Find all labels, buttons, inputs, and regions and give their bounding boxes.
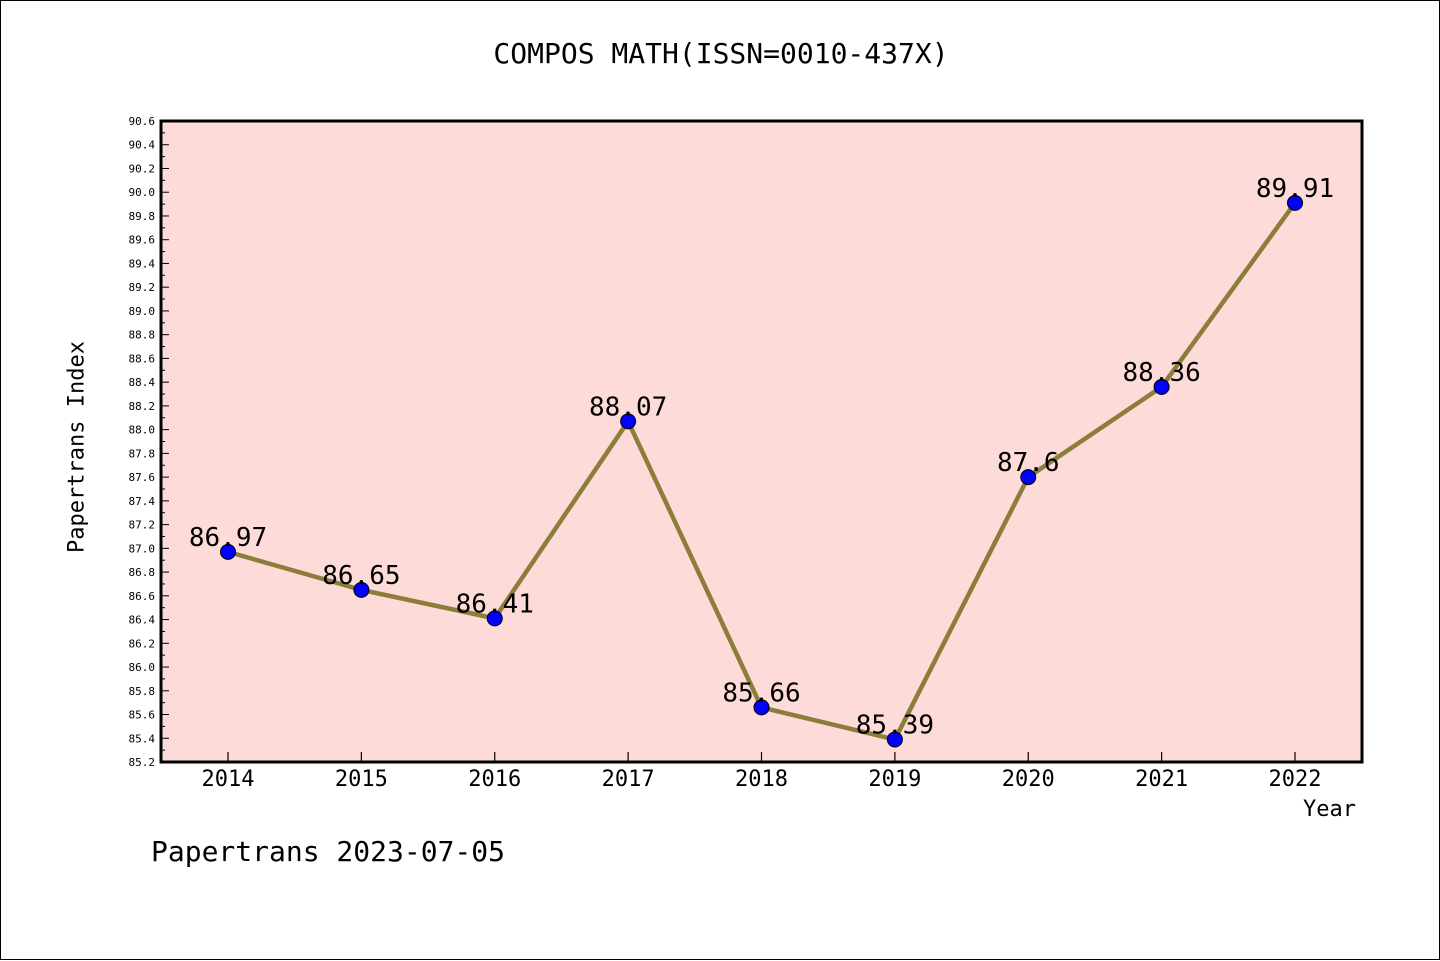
x-tick-label: 2017 [602, 767, 655, 792]
y-tick-label: 88.8 [129, 329, 156, 342]
data-label: 88.36 [1122, 358, 1200, 388]
x-tick-label: 2021 [1135, 767, 1188, 792]
data-point [486, 610, 503, 627]
data-point [353, 581, 370, 598]
y-tick-label: 89.0 [129, 305, 156, 318]
y-tick-label: 85.8 [129, 685, 156, 698]
data-point [1153, 378, 1170, 395]
y-tick-label: 88.0 [129, 424, 156, 437]
y-tick-label: 90.2 [129, 162, 156, 175]
data-label: 86.65 [322, 561, 400, 591]
footer-note: Papertrans 2023-07-05 [151, 835, 506, 868]
data-point [753, 699, 770, 716]
data-label: 85.39 [856, 710, 934, 740]
y-tick-label: 87.4 [129, 495, 156, 508]
y-tick-label: 85.6 [129, 709, 156, 722]
y-tick-label: 86.0 [129, 661, 156, 674]
y-tick-label: 88.6 [129, 352, 156, 365]
x-tick-label: 2015 [335, 767, 388, 792]
y-tick-label: 90.6 [129, 115, 156, 128]
x-tick-label: 2019 [868, 767, 921, 792]
x-axis-label: Year [1303, 797, 1356, 822]
x-tick-label: 2020 [1002, 767, 1055, 792]
data-label: 89.91 [1256, 174, 1334, 204]
plot-border [159, 119, 1364, 764]
y-tick-label: 86.8 [129, 566, 156, 579]
y-tick-label: 90.0 [129, 186, 156, 199]
y-tick-label: 86.4 [129, 614, 156, 627]
plot-area [161, 121, 1362, 762]
y-tick-label: 89.8 [129, 210, 156, 223]
data-label: 88.07 [589, 392, 667, 422]
y-tick-label: 85.2 [129, 756, 156, 769]
y-tick-label: 89.6 [129, 234, 156, 247]
y-tick-label: 87.8 [129, 447, 156, 460]
y-tick-label: 88.4 [129, 376, 156, 389]
y-tick-label: 87.6 [129, 471, 156, 484]
y-tick-label: 85.4 [129, 732, 156, 745]
x-tick-label: 2018 [735, 767, 788, 792]
y-tick-label: 87.2 [129, 519, 156, 532]
y-tick-label: 88.2 [129, 400, 156, 413]
y-axis-label: Papertrans Index [64, 341, 90, 553]
y-tick-label: 86.6 [129, 590, 156, 603]
data-label: 86.97 [189, 523, 267, 553]
x-tick-label: 2014 [202, 767, 255, 792]
x-tick-label: 2022 [1269, 767, 1322, 792]
data-point [620, 413, 637, 430]
data-label: 86.41 [456, 589, 534, 619]
x-tick-label: 2016 [468, 767, 521, 792]
data-label: 85.66 [722, 678, 800, 708]
data-point [220, 543, 236, 560]
y-tick-label: 86.2 [129, 637, 156, 650]
data-label: 87.6 [997, 448, 1060, 478]
chart-title: COMPOS MATH(ISSN=0010-437X) [493, 37, 949, 70]
data-point [1020, 469, 1037, 486]
data-point [1287, 194, 1303, 211]
y-tick-label: 87.0 [129, 542, 156, 555]
y-tick-label: 89.4 [129, 257, 156, 270]
y-tick-label: 90.4 [129, 139, 156, 152]
data-point [886, 731, 903, 748]
y-tick-label: 89.2 [129, 281, 156, 294]
